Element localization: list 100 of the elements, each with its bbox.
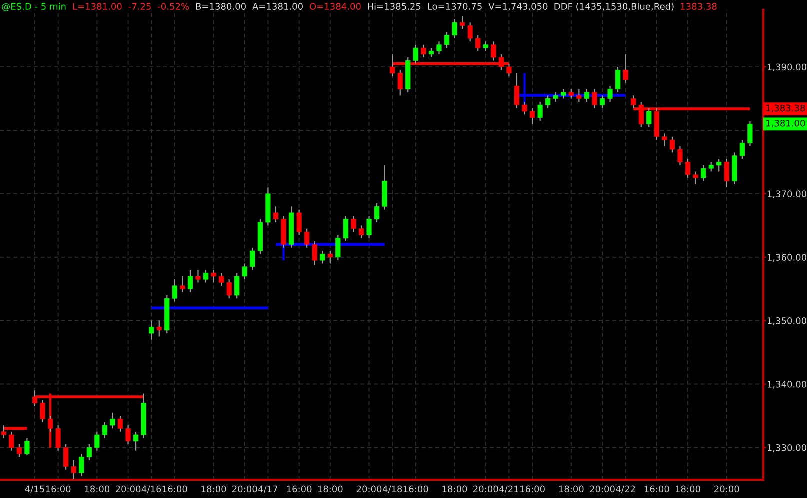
x-tick-label: 20:00 — [356, 486, 382, 493]
candlestick — [102, 422, 108, 439]
x-tick-label: 18:00 — [559, 486, 584, 493]
x-tick-label: 20:00 — [590, 486, 615, 493]
candlestick — [708, 162, 714, 172]
candlestick — [608, 86, 613, 103]
x-tick-label: 16:00 — [287, 486, 312, 493]
candlestick — [670, 136, 676, 154]
candlestick — [421, 44, 426, 58]
annotation: A=1381.00 — [252, 3, 303, 10]
x-tick-label: 18:00 — [202, 486, 226, 493]
candlestick — [71, 460, 76, 480]
candlestick — [662, 133, 668, 147]
x-tick-label: 18:00 — [676, 486, 700, 493]
y-tick-label: 1,370.00 — [768, 190, 806, 198]
candlestick — [592, 88, 598, 109]
candlestick — [336, 234, 341, 262]
x-tick-label: 20:00 — [474, 486, 498, 493]
candlestick — [358, 225, 364, 239]
x-tick-label: 20:00 — [116, 486, 141, 493]
candlestick — [568, 88, 574, 100]
candlestick — [343, 216, 348, 242]
annotation: -0.52% — [158, 3, 190, 10]
x-tick-label: 4/22 — [616, 486, 636, 494]
candlestick — [413, 44, 418, 64]
candlestick — [724, 158, 730, 188]
candlestick — [328, 250, 333, 264]
x-tick-label: 16:00 — [46, 486, 71, 493]
candlestick — [94, 431, 100, 452]
candlestick — [576, 88, 582, 103]
candlestick — [530, 108, 536, 125]
candlestick — [678, 146, 683, 166]
candlestick — [226, 279, 232, 300]
annotation: Hi=1385.25 — [368, 2, 421, 10]
candlestick — [616, 66, 621, 93]
candlestick — [56, 424, 61, 452]
candlestick — [561, 88, 566, 100]
candlestick — [468, 22, 473, 42]
x-tick-label: 16:00 — [644, 486, 670, 493]
annotation: B=1380.00 — [196, 3, 246, 10]
annotation: O=1384.00 — [310, 3, 361, 10]
candlestick — [24, 438, 30, 456]
candlestick — [398, 70, 403, 96]
x-tick-label: 16:00 — [520, 486, 545, 493]
x-tick-label: 20:00 — [232, 486, 258, 493]
x-tick-label: 4/16 — [142, 486, 162, 494]
candlestick — [126, 424, 131, 446]
text: 1,381.00 — [766, 120, 806, 128]
x-tick-label: 18:00 — [442, 486, 468, 493]
candlestick — [211, 270, 216, 284]
candlestick — [242, 263, 248, 280]
candlestick — [483, 41, 488, 52]
y-tick-label: 1,340.00 — [768, 381, 806, 389]
x-tick-label: 18:00 — [85, 486, 110, 493]
x-tick-label: 4/17 — [258, 486, 278, 494]
annotation: @ES.D - 5 min — [2, 2, 66, 12]
x-tick-label: 4/15 — [25, 486, 44, 494]
candlestick — [701, 164, 706, 182]
candlestick — [64, 444, 69, 470]
candlestick — [748, 120, 753, 147]
candlestick — [156, 320, 162, 338]
candlestick — [476, 34, 481, 52]
x-tick-label: 16:00 — [162, 486, 188, 493]
candlestick — [134, 431, 139, 452]
candlestick — [623, 54, 628, 84]
candlestick — [110, 412, 116, 430]
annotation: -7.25 — [128, 3, 151, 10]
annotation: V=1,743,050 — [488, 3, 548, 11]
candlestick — [460, 16, 466, 30]
candlestick — [296, 209, 302, 236]
y-tick-label: 1,330.00 — [768, 444, 806, 452]
y-tick-label: 1,360.00 — [768, 254, 806, 262]
candlestick — [79, 454, 84, 477]
candlestick — [546, 95, 551, 109]
candlestick — [374, 202, 380, 224]
candlestick — [118, 415, 124, 432]
annotation: Lo=1370.75 — [428, 3, 482, 10]
candlestick — [250, 247, 256, 271]
annotation: DDF (1435,1530,Blue,Red) — [554, 2, 674, 12]
data-label: 1,383.38 — [766, 104, 806, 113]
candlestick — [172, 279, 178, 302]
candlestick — [584, 88, 590, 103]
x-tick-label: 4/21 — [500, 486, 519, 494]
annotation: L=1381.00 — [73, 3, 122, 10]
candlestick — [436, 41, 442, 55]
candlestick — [180, 276, 186, 293]
candlestick — [86, 444, 92, 461]
annotation: 1383.38 — [681, 3, 717, 10]
candlestick — [304, 228, 310, 248]
candlestick — [514, 72, 520, 109]
candlestick — [685, 158, 691, 179]
candlestick — [366, 216, 372, 239]
candlestick — [351, 216, 356, 233]
y-tick-label: 1,350.00 — [768, 318, 806, 326]
x-tick-label: 18:00 — [318, 486, 343, 493]
candlestick — [716, 158, 722, 172]
candlestick — [428, 47, 434, 58]
x-tick-label: 20:00 — [714, 486, 740, 493]
candlestick — [538, 101, 543, 122]
candlestick — [491, 41, 496, 62]
